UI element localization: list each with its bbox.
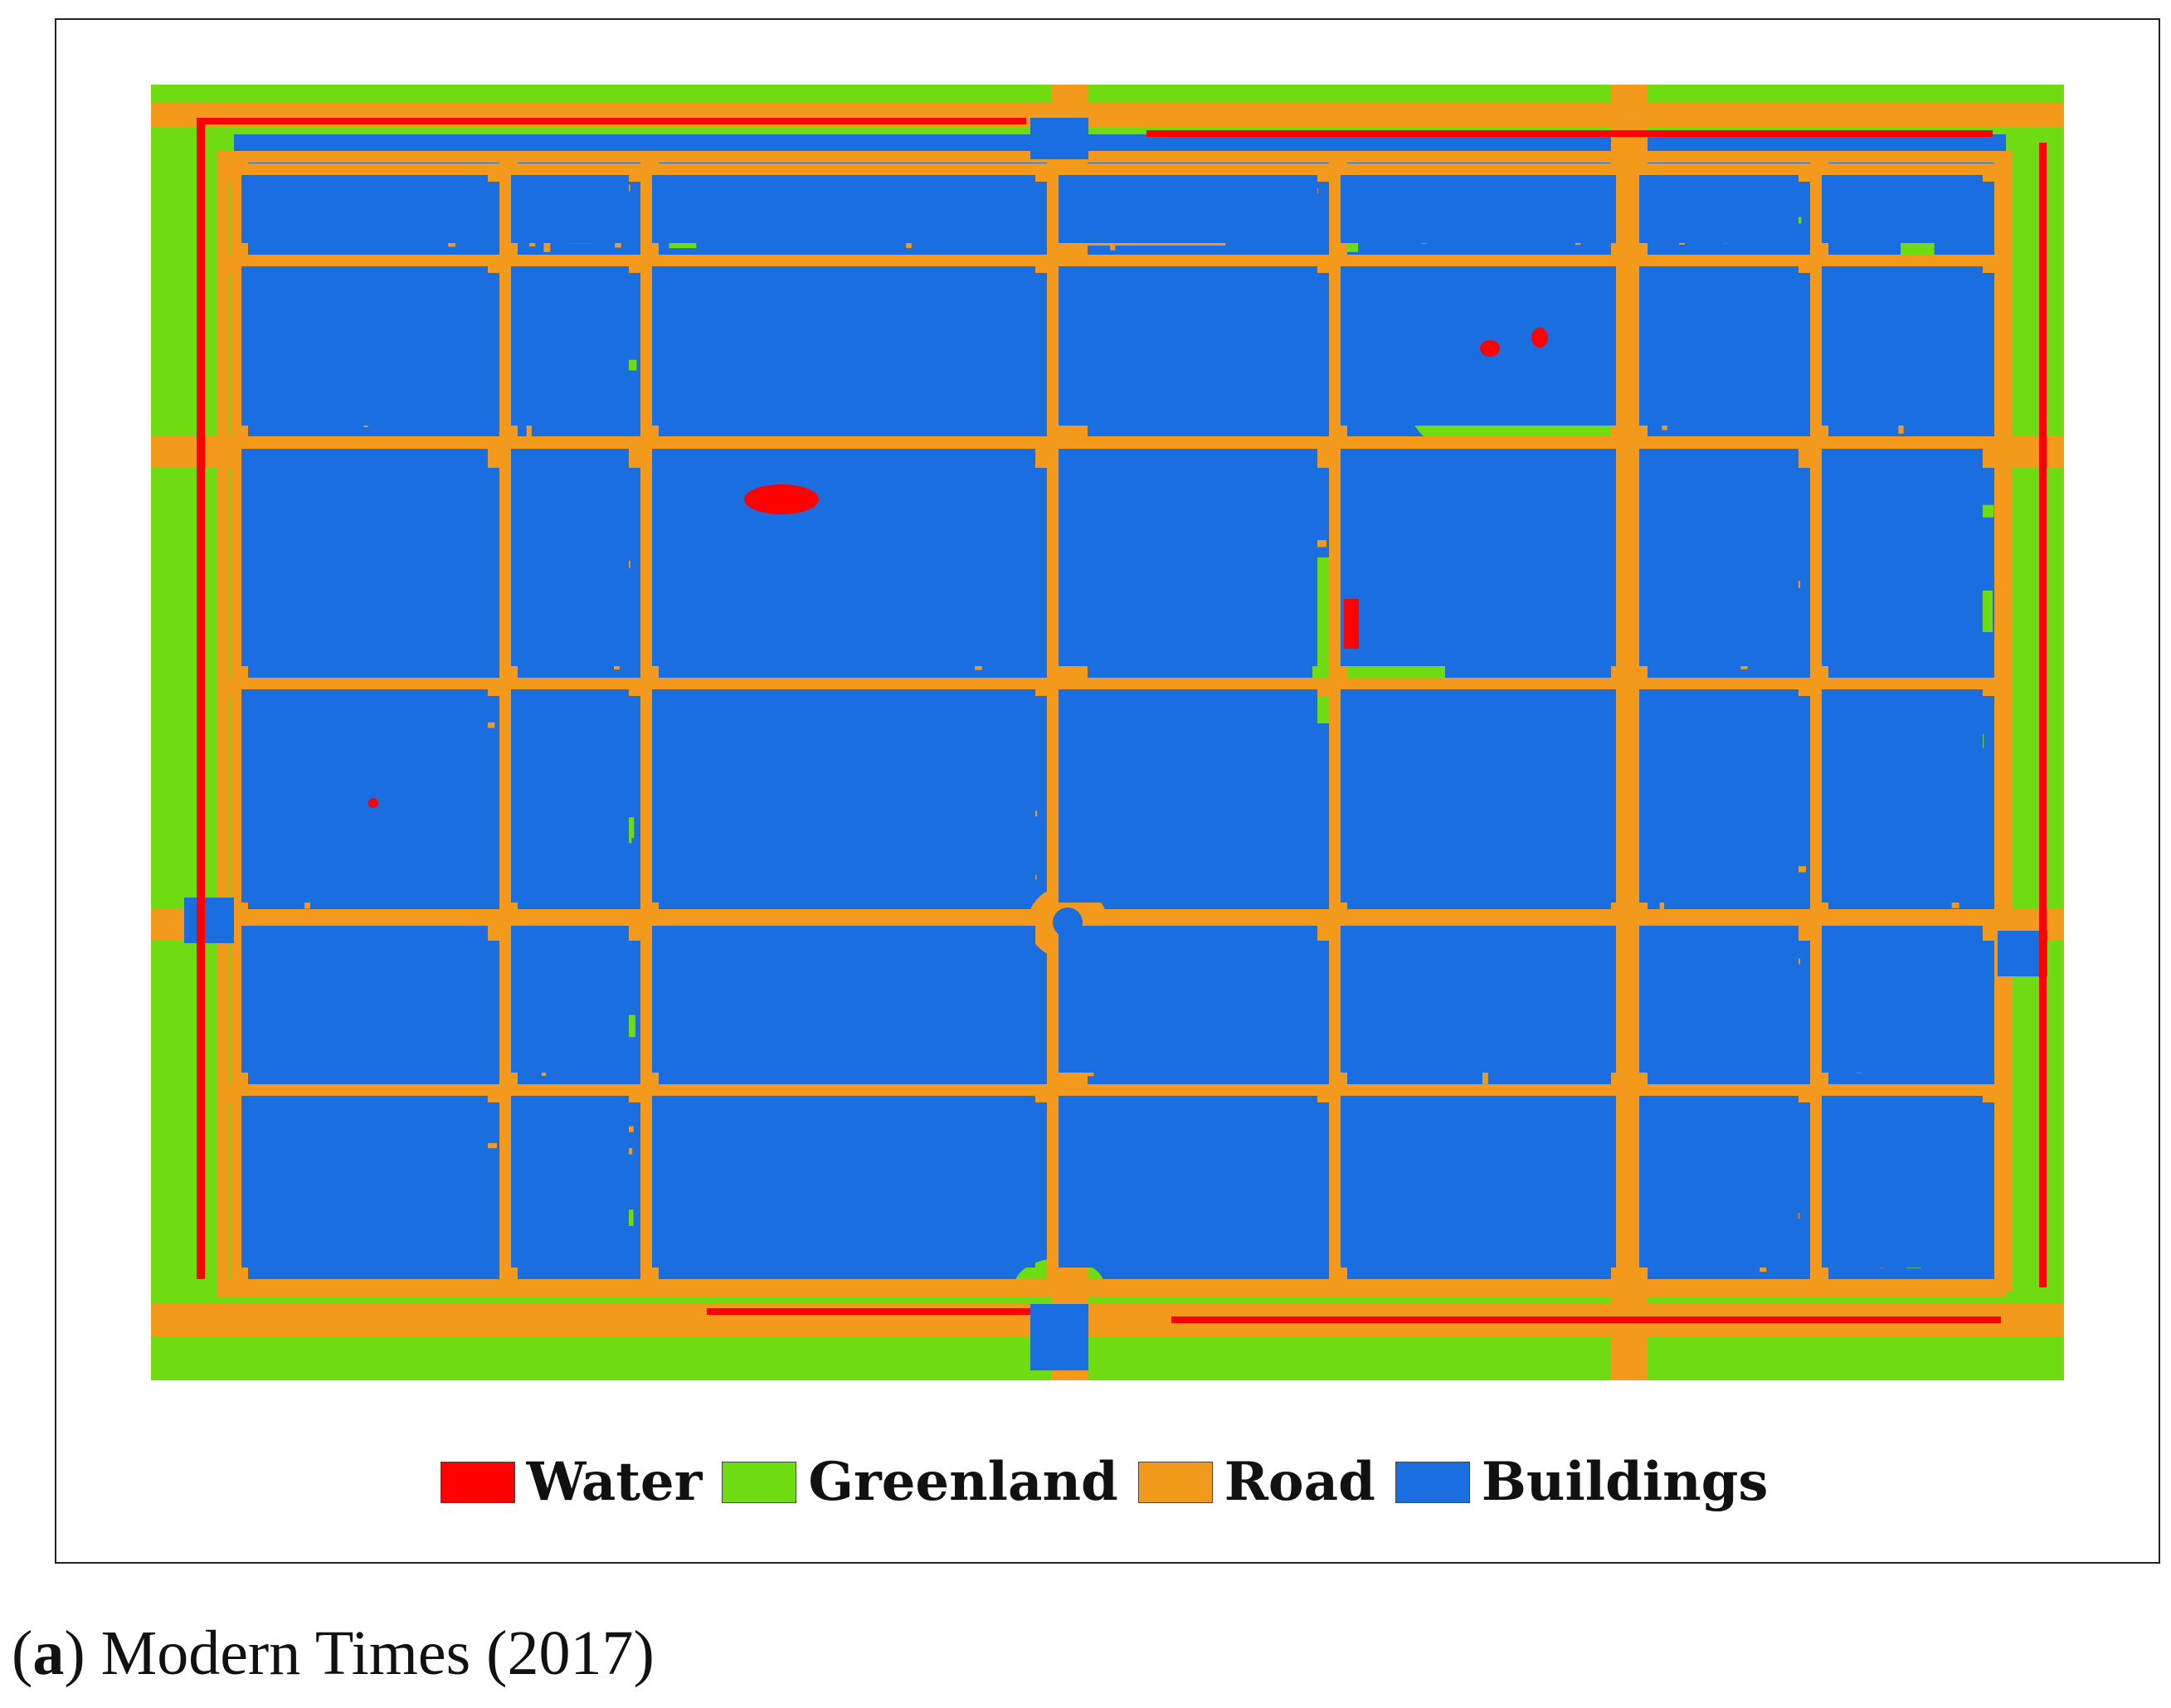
land-use-map-canvas [151,85,2064,1380]
building-block [511,175,629,243]
large-building [1482,508,1574,607]
legend-item-water: Water [440,1451,703,1513]
building-block [1341,266,1616,426]
building-block [511,1096,629,1268]
legend-label-water: Water [526,1451,703,1513]
water-bodies [197,118,2047,1323]
building-blocks [184,118,2047,1370]
building-block [1059,449,1317,666]
caption-close-paren: ) [64,1618,85,1688]
building-block [1341,175,1616,243]
building-block [1341,926,1616,1073]
building-block [1822,926,1983,1073]
building-block [652,1096,1035,1268]
building-block [1059,689,1317,903]
building-block [1639,449,1799,666]
legend-item-buildings: Buildings [1395,1451,1769,1513]
legend-swatch-road [1137,1462,1213,1503]
building-block [511,689,629,903]
building-block [241,266,488,426]
building-block [241,1096,488,1268]
pond [744,484,819,514]
building-block [652,175,1035,243]
moat-segment [197,118,205,1279]
building-block [241,926,488,1073]
building-block [652,926,1035,1073]
legend-label-road: Road [1224,1451,1375,1513]
caption-text: Modern Times (2017) [85,1618,655,1688]
land-use-map [151,85,2064,1380]
figure-caption: (a) Modern Times (2017) [12,1618,655,1690]
figure-frame: Water Greenland Road Buildings [55,18,2160,1564]
building-block [652,689,1035,903]
moat-segment [707,1308,1030,1315]
building-block [652,266,1035,426]
city-gate [184,898,234,943]
building-block [1639,175,1799,243]
building-block [1639,1096,1799,1268]
building-block [1059,266,1317,426]
legend-swatch-greenland [722,1462,797,1503]
road-segment [217,151,229,1292]
legend-item-greenland: Greenland [722,1451,1118,1513]
legend-swatch-buildings [1395,1462,1470,1503]
building-block [1822,449,1983,666]
building-block [511,266,629,426]
road-segment [217,151,2006,163]
legend-label-greenland: Greenland [808,1451,1118,1513]
pond [1480,340,1500,357]
legend-label-buildings: Buildings [1481,1451,1769,1513]
building-block [1059,1096,1317,1268]
building-block [1639,689,1799,903]
building-block [1822,689,1983,903]
building-block [1639,926,1799,1073]
legend-item-road: Road [1137,1451,1375,1513]
greenland-patch [2006,85,2064,1380]
pond [368,798,378,808]
building-block [1639,266,1799,426]
moat-segment [197,118,1026,124]
building-block [511,926,629,1073]
legend-swatch-water [440,1462,515,1503]
moat-segment [1171,1316,2001,1323]
street-segment [1994,151,2013,1292]
city-gate [1030,1304,1088,1370]
building-block [1822,175,1983,243]
building-block [241,689,488,903]
map-legend: Water Greenland Road Buildings [56,1437,2159,1528]
caption-open-paren: ( [12,1618,33,1688]
building-block [511,449,629,666]
pond [1344,599,1359,649]
city-gate [1030,118,1088,159]
building-block [1059,926,1317,1073]
pond [1531,328,1548,348]
roundabout-center [1053,908,1083,937]
building-block [241,175,488,243]
building-block [652,449,1035,666]
building-block [1059,175,1317,243]
building-block [1341,1096,1616,1268]
caption-letter: a [32,1618,65,1688]
building-block [241,449,488,666]
street-segment [217,1279,2006,1297]
moat-segment [2039,143,2047,1287]
building-block [1822,1096,1983,1268]
building-block [1341,689,1616,903]
moat-segment [1146,130,1993,137]
building-block [1822,266,1983,426]
building-block [1341,449,1616,666]
